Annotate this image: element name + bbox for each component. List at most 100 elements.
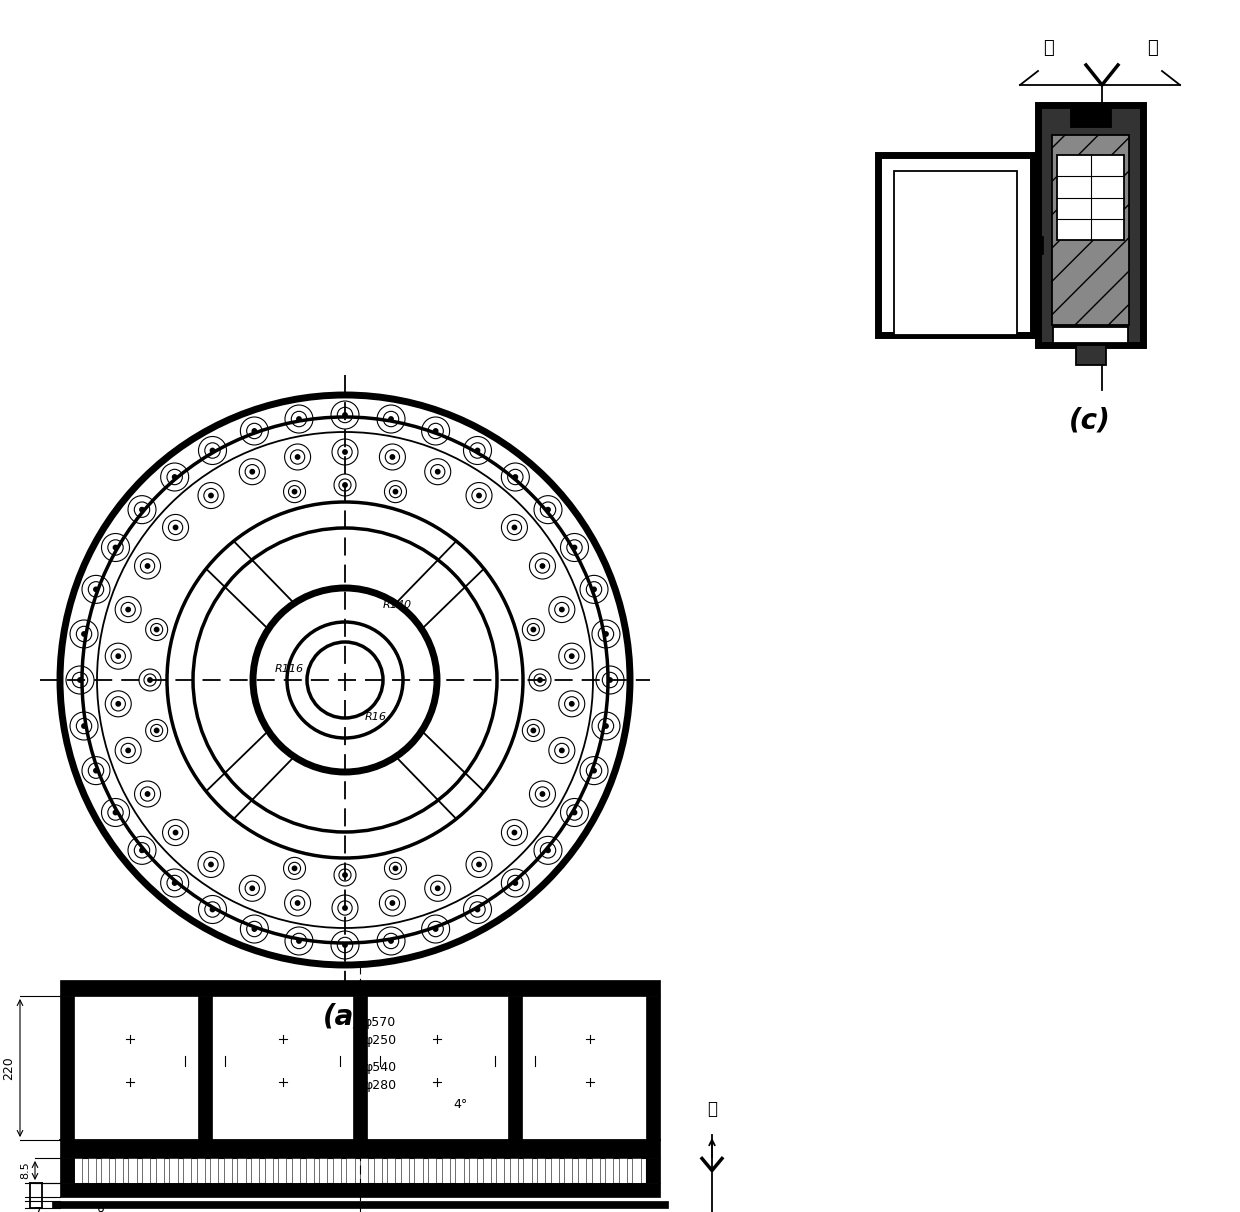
Bar: [60, 1140, 660, 1157]
Circle shape: [296, 417, 301, 422]
Text: (a): (a): [322, 1004, 367, 1031]
Circle shape: [477, 493, 481, 498]
Text: R140: R140: [383, 600, 412, 610]
Circle shape: [342, 905, 347, 910]
Circle shape: [608, 678, 613, 682]
Circle shape: [604, 631, 608, 636]
Circle shape: [94, 587, 98, 591]
Circle shape: [296, 939, 301, 943]
Bar: [455, 1157, 464, 1183]
Circle shape: [541, 791, 544, 796]
Bar: [88, 1157, 95, 1183]
Circle shape: [391, 454, 394, 459]
Circle shape: [140, 508, 144, 511]
Bar: [401, 1157, 409, 1183]
Bar: [170, 1157, 177, 1183]
Bar: [143, 1157, 150, 1183]
Bar: [632, 1157, 641, 1183]
Bar: [129, 1157, 136, 1183]
Bar: [184, 1157, 191, 1183]
Bar: [223, 1157, 232, 1183]
Bar: [346, 1157, 355, 1183]
Circle shape: [434, 927, 438, 931]
Bar: [564, 1157, 573, 1183]
Circle shape: [434, 429, 438, 433]
Circle shape: [140, 848, 144, 852]
Circle shape: [546, 508, 551, 511]
Circle shape: [569, 702, 574, 707]
Circle shape: [155, 628, 159, 631]
Circle shape: [591, 587, 596, 591]
Bar: [878, 155, 1033, 335]
Circle shape: [435, 886, 440, 891]
Bar: [1038, 105, 1143, 345]
Bar: [305, 1157, 314, 1183]
Bar: [278, 1157, 286, 1183]
Circle shape: [113, 811, 118, 814]
Bar: [332, 1157, 341, 1183]
Circle shape: [78, 678, 82, 682]
Bar: [156, 1157, 164, 1183]
Bar: [1070, 105, 1111, 127]
Bar: [605, 1157, 614, 1183]
Bar: [414, 1157, 423, 1183]
Bar: [1053, 327, 1128, 343]
Circle shape: [208, 493, 213, 498]
Bar: [646, 1157, 660, 1183]
Bar: [60, 1157, 74, 1183]
Text: 上: 上: [1043, 39, 1053, 57]
Text: φ570: φ570: [363, 1016, 396, 1029]
Circle shape: [342, 943, 347, 948]
Bar: [387, 1157, 396, 1183]
Text: 4°: 4°: [453, 1098, 467, 1111]
Circle shape: [94, 768, 98, 773]
Circle shape: [573, 811, 577, 814]
Circle shape: [82, 724, 87, 728]
Circle shape: [513, 881, 517, 885]
Bar: [646, 996, 660, 1140]
Bar: [74, 1157, 82, 1183]
Circle shape: [342, 413, 347, 417]
Circle shape: [117, 654, 120, 658]
Bar: [508, 996, 522, 1140]
Circle shape: [208, 862, 213, 867]
Bar: [591, 1157, 600, 1183]
Text: R16: R16: [365, 711, 387, 722]
Bar: [360, 1157, 368, 1183]
Circle shape: [538, 678, 542, 682]
Circle shape: [174, 830, 177, 835]
Bar: [1033, 236, 1043, 255]
Circle shape: [435, 469, 440, 474]
Bar: [197, 1157, 205, 1183]
Circle shape: [342, 873, 347, 877]
Bar: [441, 1157, 450, 1183]
Bar: [551, 1157, 559, 1183]
Circle shape: [293, 867, 296, 870]
Circle shape: [174, 525, 177, 530]
Circle shape: [172, 881, 177, 885]
Circle shape: [512, 830, 517, 835]
Bar: [523, 1157, 532, 1183]
Circle shape: [145, 564, 150, 568]
Circle shape: [559, 607, 564, 612]
Circle shape: [513, 475, 517, 479]
Bar: [198, 996, 212, 1140]
Circle shape: [477, 862, 481, 867]
Circle shape: [531, 628, 536, 631]
Circle shape: [295, 454, 300, 459]
Circle shape: [475, 908, 480, 911]
Bar: [496, 1157, 505, 1183]
Bar: [60, 981, 660, 996]
Circle shape: [559, 748, 564, 753]
Circle shape: [211, 448, 215, 453]
Circle shape: [541, 564, 544, 568]
Circle shape: [391, 901, 394, 905]
Circle shape: [389, 939, 393, 943]
Circle shape: [113, 545, 118, 550]
Circle shape: [546, 848, 551, 852]
Text: φ540: φ540: [363, 1060, 396, 1074]
Circle shape: [211, 908, 215, 911]
Circle shape: [252, 429, 257, 433]
Bar: [1075, 345, 1106, 365]
Text: 上: 上: [707, 1100, 717, 1117]
